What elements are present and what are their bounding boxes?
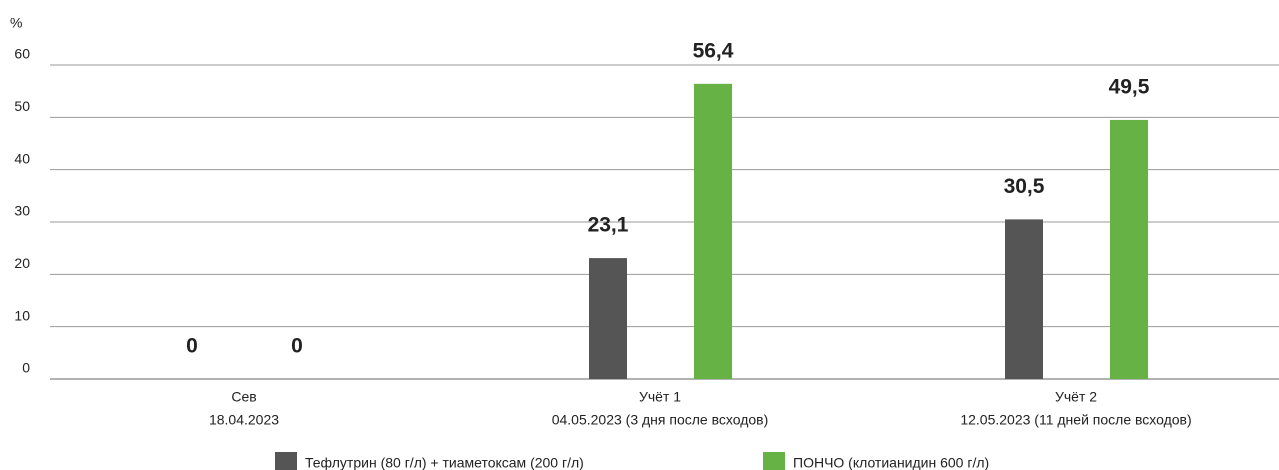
y-tick-label: 10 <box>14 307 30 323</box>
y-tick-label: 50 <box>14 98 30 114</box>
y-tick-label: 60 <box>14 46 30 62</box>
x-tick-label: Сев <box>231 389 256 405</box>
bar <box>1110 119 1148 379</box>
value-label: 30,5 <box>1004 175 1045 198</box>
y-tick-label: 0 <box>22 360 30 376</box>
bar <box>1005 219 1043 379</box>
bar <box>694 83 732 379</box>
value-label: 49,5 <box>1109 75 1150 98</box>
y-tick-label: 40 <box>14 150 30 166</box>
y-tick-label: 20 <box>14 255 30 271</box>
value-label: 0 <box>186 335 198 358</box>
value-label: 23,1 <box>588 214 629 237</box>
x-tick-label: 04.05.2023 (3 дня после всходов) <box>552 412 769 428</box>
y-tick-label: 30 <box>14 203 30 219</box>
legend-swatch <box>275 452 297 470</box>
x-tick-label: 18.04.2023 <box>209 412 279 428</box>
value-label: 56,4 <box>693 39 734 62</box>
value-label: 0 <box>291 335 303 358</box>
x-tick-label: 12.05.2023 (11 дней после всходов) <box>960 412 1191 428</box>
y-axis-label: % <box>10 15 22 31</box>
legend-label: ПОНЧО (клотианидин 600 г/л) <box>793 455 989 470</box>
x-tick-label: Учёт 2 <box>1055 389 1097 405</box>
legend-label: Тефлутрин (80 г/л) + тиаметоксам (200 г/… <box>305 455 584 470</box>
bar <box>589 258 627 379</box>
legend-swatch <box>763 452 785 470</box>
x-tick-label: Учёт 1 <box>639 389 681 405</box>
